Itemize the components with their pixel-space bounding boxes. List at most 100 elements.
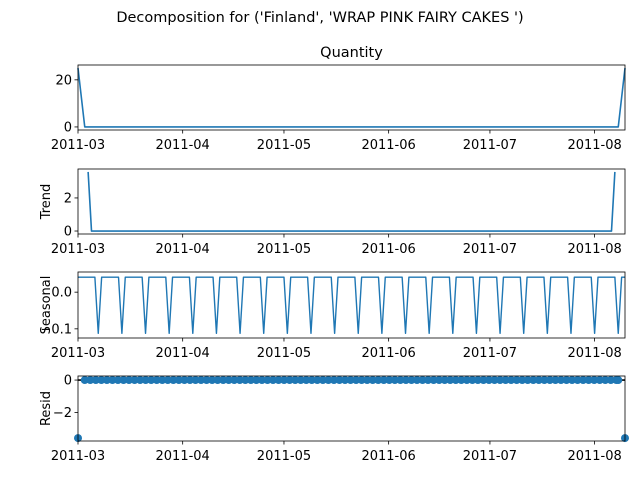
xtick-label: 2011-06 [361, 449, 415, 464]
ylabel-seasonal: Seasonal [39, 276, 54, 335]
resid-point [379, 376, 388, 385]
resid-point [152, 376, 161, 385]
resid-point [413, 376, 421, 385]
resid-point [529, 376, 538, 385]
resid-point [202, 376, 211, 385]
resid-point [357, 376, 366, 385]
resid-point [424, 376, 433, 385]
resid-point [562, 376, 571, 385]
resid-point [158, 376, 167, 385]
xtick-label: 2011-05 [257, 346, 311, 361]
resid-point [257, 376, 266, 385]
resid-point [296, 376, 305, 385]
ytick-label: 2 [64, 191, 72, 206]
xtick-label: 2011-07 [463, 346, 517, 361]
resid-point [457, 376, 466, 385]
resid-point [219, 376, 228, 385]
resid-point [551, 376, 560, 385]
resid-point [197, 376, 206, 385]
xtick-label: 2011-08 [567, 346, 621, 361]
resid-point [407, 376, 416, 385]
resid-point [274, 376, 283, 385]
series-line-1-0 [87, 171, 616, 232]
axes-frame-0 [77, 64, 626, 131]
xtick-label: 2011-03 [51, 346, 105, 361]
xtick-label: 2011-08 [567, 138, 621, 153]
xtick-label: 2011-05 [257, 449, 311, 464]
resid-point [385, 376, 394, 385]
xtick-label: 2011-04 [156, 449, 210, 464]
resid-point [435, 376, 444, 385]
resid-point [490, 376, 499, 385]
quantity-panel-title: Quantity [320, 45, 383, 61]
resid-point [429, 376, 438, 385]
resid-point [185, 376, 194, 385]
axes-frame-1 [77, 168, 626, 235]
resid-point [523, 376, 532, 385]
resid-point [113, 376, 122, 385]
resid-point [507, 376, 516, 385]
ylabel-resid: Resid [39, 391, 54, 426]
resid-point [518, 376, 527, 385]
resid-point [352, 376, 361, 385]
resid-point [125, 376, 134, 385]
resid-point [136, 376, 145, 385]
resid-point [545, 376, 554, 385]
resid-point [208, 376, 217, 385]
ytick-label: 0 [64, 120, 72, 135]
resid-point [512, 376, 521, 385]
xtick-label: 2011-03 [51, 242, 105, 257]
resid-point [252, 376, 261, 385]
xtick-label: 2011-04 [156, 138, 210, 153]
resid-point [579, 376, 588, 385]
resid-point [614, 376, 623, 385]
resid-point [446, 376, 455, 385]
xtick-label: 2011-06 [361, 138, 415, 153]
ytick-label: −0.1 [40, 322, 72, 337]
ytick-label: 0 [64, 225, 72, 240]
ylabel-trend: Trend [39, 184, 54, 221]
resid-point [291, 376, 300, 385]
resid-point [108, 376, 117, 385]
resid-point [119, 376, 128, 385]
resid-point [584, 376, 593, 385]
xtick-label: 2011-03 [51, 449, 105, 464]
resid-point [540, 376, 549, 385]
ytick-label: −2 [53, 406, 72, 421]
resid-point [368, 376, 377, 385]
resid-point [401, 376, 410, 385]
resid-point [97, 376, 106, 385]
plot-layer: 0 2 0 2011-03 2011-04 2011-05 2011-06 2011-07 20… [39, 64, 629, 464]
resid-point [285, 376, 294, 385]
resid-point [451, 376, 460, 385]
resid-point [86, 376, 95, 385]
resid-point [496, 376, 505, 385]
resid-point [230, 376, 239, 385]
resid-point [102, 376, 111, 385]
xtick-label: 2011-06 [361, 346, 415, 361]
resid-point [263, 376, 272, 385]
resid-point [213, 376, 222, 385]
seasonal-line [78, 276, 625, 335]
resid-point [241, 376, 250, 385]
xtick-label: 2011-06 [361, 242, 415, 257]
resid-point [468, 376, 477, 385]
resid-point [147, 376, 156, 385]
resid-point [91, 376, 100, 385]
resid-point [606, 376, 615, 385]
resid-point [280, 376, 289, 385]
resid-point [363, 376, 372, 385]
resid-point [307, 376, 316, 385]
resid-point [556, 376, 565, 385]
ytick-label: 0 [64, 374, 72, 389]
resid-point [418, 376, 427, 385]
resid-point [484, 376, 493, 385]
xtick-label: 2011-03 [51, 138, 105, 153]
resid-point [302, 376, 311, 385]
resid-point [141, 376, 150, 385]
resid-point [501, 376, 510, 385]
xtick-label: 2011-05 [257, 138, 311, 153]
xtick-label: 2011-07 [463, 242, 517, 257]
resid-point [130, 376, 139, 385]
